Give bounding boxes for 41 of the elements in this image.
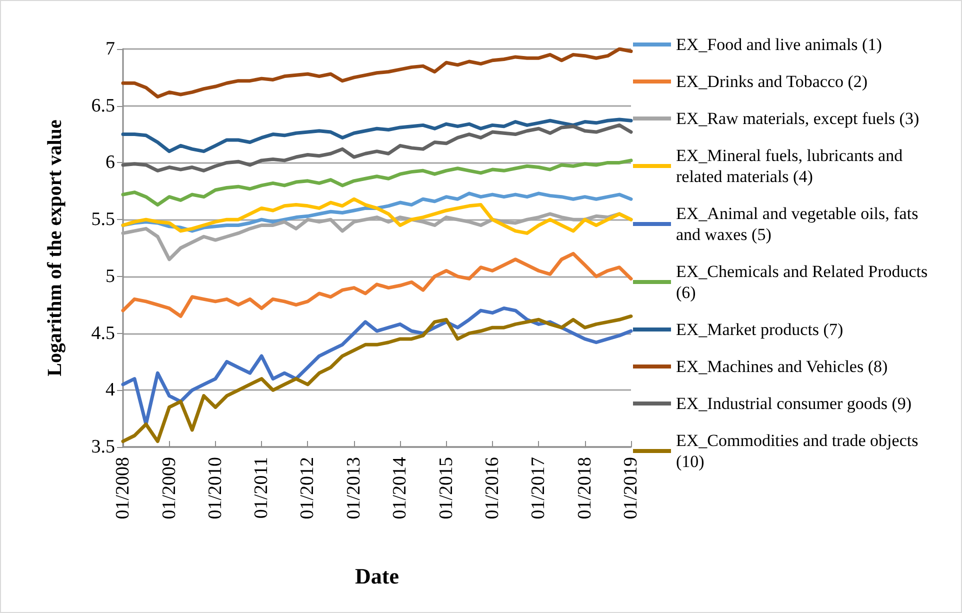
line-series <box>121 314 633 444</box>
line-series <box>121 123 633 172</box>
legend-label: EX_Animal and vegetable oils, fats and waxes (5) <box>676 204 922 244</box>
x-tick-label: 01/2018 <box>574 457 596 520</box>
legend-label: EX_Industrial consumer goods (9) <box>676 394 912 413</box>
y-tick-label: 5.5 <box>91 209 115 230</box>
x-tick-label: 01/2016 <box>482 457 503 520</box>
x-tick-label: 01/2013 <box>343 457 364 520</box>
x-tick-label: 01/2019 <box>620 457 642 520</box>
legend-label: EX_Machines and Vehicles (8) <box>676 357 888 376</box>
x-tick-label: 01/2015 <box>436 457 457 520</box>
x-tick-label: 01/2012 <box>297 457 318 520</box>
y-tick-label: 4.5 <box>91 322 115 344</box>
y-tick-label: 5 <box>106 266 115 287</box>
legend-label: EX_Mineral fuels, lubricants and related materials (4) <box>676 146 907 186</box>
legend-label: EX_Food and live animals (1) <box>676 35 882 54</box>
y-tick-label: 3.5 <box>91 436 115 458</box>
x-tick-label: 01/2010 <box>204 457 226 520</box>
line-series <box>121 192 633 233</box>
legend-label: EX_Market products (7) <box>676 320 844 339</box>
line-series <box>121 118 633 154</box>
x-tick-label: 01/2017 <box>528 457 550 520</box>
y-tick-label: 6.5 <box>91 95 115 116</box>
y-tick-label: 4 <box>106 380 116 401</box>
legend-label: EX_Commodities and trade objects (10) <box>676 431 922 471</box>
line-series <box>121 158 633 207</box>
x-tick-label: 01/2008 <box>112 457 134 520</box>
legend-label: EX_Chemicals and Related Products (6) <box>676 262 932 302</box>
legend-label: EX_Raw materials, except fuels (3) <box>676 109 920 128</box>
y-tick-label: 6 <box>106 152 115 174</box>
x-tick-label: 01/2011 <box>251 457 272 519</box>
x-tick-label: 01/2014 <box>390 456 411 520</box>
x-axis-title: Date <box>355 564 400 588</box>
line-series <box>121 252 633 318</box>
y-tick-label: 7 <box>106 38 115 60</box>
line-series <box>121 197 633 235</box>
line-series <box>121 47 633 99</box>
legend-label: EX_Drinks and Tobacco (2) <box>676 72 868 91</box>
line-series <box>121 306 633 426</box>
y-axis-title: Logarithm of the export value <box>44 120 66 376</box>
x-tick-label: 01/2009 <box>158 457 180 520</box>
